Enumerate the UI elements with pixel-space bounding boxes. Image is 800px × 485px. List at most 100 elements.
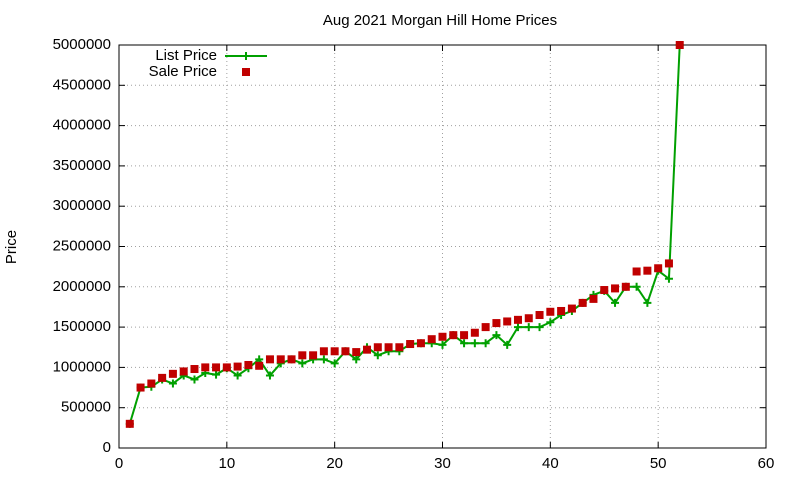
x-tick-label: 30 <box>434 455 451 472</box>
point-marker <box>330 359 339 368</box>
y-tick-label: 4500000 <box>53 76 111 93</box>
point-marker <box>168 369 177 378</box>
x-tick-label: 60 <box>758 455 775 472</box>
point-marker <box>557 306 566 315</box>
point-marker <box>611 298 620 307</box>
legend-label: List Price <box>155 47 217 64</box>
point-marker <box>567 304 576 313</box>
point-marker <box>179 367 188 376</box>
y-tick-label: 1000000 <box>53 358 111 375</box>
point-marker <box>373 351 382 360</box>
point-marker <box>632 267 641 276</box>
point-marker <box>546 318 555 327</box>
point-marker <box>352 348 361 357</box>
point-marker <box>578 298 587 307</box>
point-marker <box>319 347 328 356</box>
point-marker <box>168 379 177 388</box>
point-marker <box>427 335 436 344</box>
point-marker <box>632 282 641 291</box>
x-tick-label: 20 <box>326 455 343 472</box>
point-marker <box>654 264 663 273</box>
point-marker <box>276 355 285 364</box>
series <box>125 41 684 428</box>
point-marker <box>212 370 221 379</box>
x-tick-label: 10 <box>218 455 235 472</box>
point-marker <box>492 331 501 340</box>
legend-marker <box>242 52 250 60</box>
point-marker <box>438 332 447 341</box>
point-marker <box>503 340 512 349</box>
point-marker <box>255 361 264 370</box>
point-marker <box>460 331 469 340</box>
point-marker <box>363 345 372 354</box>
legend-marker <box>242 68 250 76</box>
point-marker <box>319 355 328 364</box>
point-marker <box>513 315 522 324</box>
point-marker <box>309 351 318 360</box>
point-marker <box>460 339 469 348</box>
y-tick-label: 2000000 <box>53 278 111 295</box>
point-marker <box>643 266 652 275</box>
point-marker <box>406 340 415 349</box>
point-marker <box>298 351 307 360</box>
point-marker <box>158 373 167 382</box>
point-marker <box>664 259 673 268</box>
point-marker <box>524 314 533 323</box>
y-tick-label: 0 <box>103 439 111 456</box>
point-marker <box>535 323 544 332</box>
plot-border <box>118 44 767 449</box>
point-marker <box>438 340 447 349</box>
point-marker <box>265 355 274 364</box>
y-axis-label: Price <box>3 230 20 264</box>
point-marker <box>664 274 673 283</box>
point-marker <box>265 371 274 380</box>
point-marker <box>136 383 145 392</box>
point-marker <box>546 307 555 316</box>
point-marker <box>621 282 630 291</box>
y-tick-label: 3500000 <box>53 157 111 174</box>
y-tick-label: 2500000 <box>53 237 111 254</box>
point-marker <box>513 323 522 332</box>
point-marker <box>481 323 490 332</box>
point-marker <box>222 363 231 372</box>
point-marker <box>287 355 296 364</box>
point-marker <box>643 298 652 307</box>
point-marker <box>373 343 382 352</box>
y-tick-label: 3000000 <box>53 197 111 214</box>
point-marker <box>352 355 361 364</box>
x-tick-label: 0 <box>115 455 123 472</box>
y-tick-label: 1500000 <box>53 318 111 335</box>
point-marker <box>330 347 339 356</box>
x-tick-label: 50 <box>650 455 667 472</box>
point-marker <box>535 311 544 320</box>
point-marker <box>233 362 242 371</box>
y-tick-label: 4000000 <box>53 117 111 134</box>
series <box>125 41 684 428</box>
point-marker <box>600 286 609 295</box>
point-marker <box>147 379 156 388</box>
point-marker <box>341 347 350 356</box>
point-marker <box>470 339 479 348</box>
point-marker <box>503 317 512 326</box>
series-line <box>128 44 681 425</box>
point-marker <box>125 419 134 428</box>
point-marker <box>524 323 533 332</box>
point-marker <box>449 331 458 340</box>
chart-title: Aug 2021 Morgan Hill Home Prices <box>323 12 557 29</box>
x-tick-label: 40 <box>542 455 559 472</box>
point-marker <box>589 294 598 303</box>
point-marker <box>190 365 199 374</box>
point-marker <box>298 359 307 368</box>
point-marker <box>481 339 490 348</box>
point-marker <box>611 284 620 293</box>
point-marker <box>384 343 393 352</box>
y-tick-label: 5000000 <box>53 36 111 53</box>
point-marker <box>470 328 479 337</box>
point-marker <box>395 343 404 352</box>
point-marker <box>201 363 210 372</box>
point-marker <box>416 339 425 348</box>
y-tick-label: 500000 <box>61 399 111 416</box>
point-marker <box>190 375 199 384</box>
point-marker <box>675 41 684 49</box>
